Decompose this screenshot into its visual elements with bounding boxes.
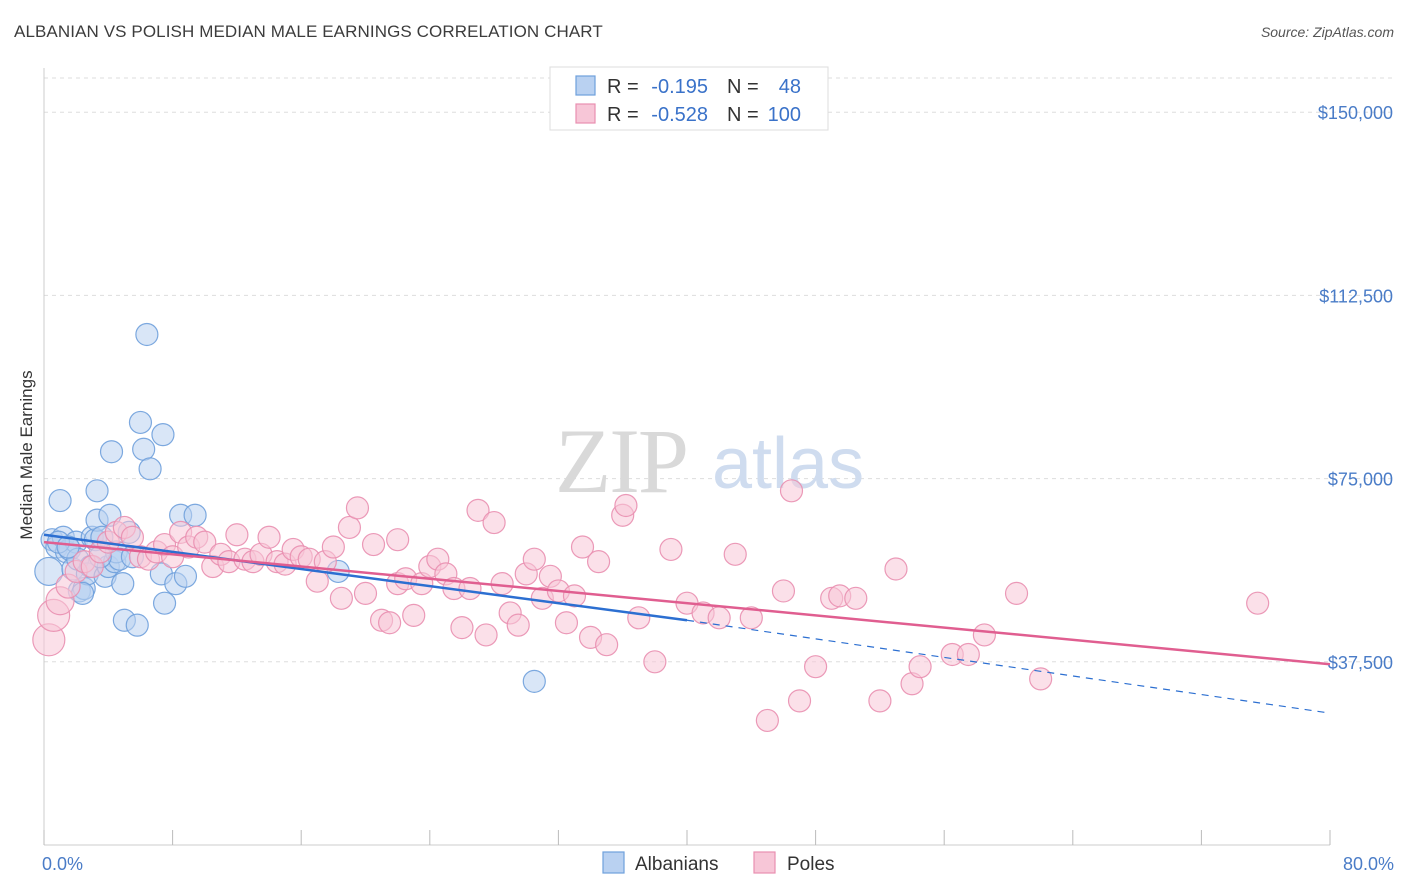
poles-point [474, 623, 498, 647]
albanians-point [99, 440, 124, 464]
albanians-point [135, 322, 159, 347]
source-label: Source: ZipAtlas.com [1260, 24, 1394, 40]
albanians-swatch [575, 75, 596, 96]
poles-point [353, 581, 378, 606]
albanians-point [48, 488, 72, 513]
gridlines [44, 77, 1395, 663]
poles-point [321, 535, 345, 559]
albanians-point [132, 437, 156, 461]
poles-series [32, 479, 1270, 733]
poles-point [586, 550, 611, 574]
poles-point [1246, 591, 1270, 615]
poles-point [402, 603, 426, 627]
albanians-trend-extension [686, 619, 1331, 714]
albanians-point [173, 564, 198, 588]
poles-point [614, 493, 638, 518]
poles-point [739, 606, 763, 630]
poles-point [522, 547, 546, 571]
poles-swatch [575, 103, 596, 124]
poles-point [803, 655, 828, 679]
poles-point [305, 569, 329, 593]
poles-point [337, 515, 362, 540]
albanians-point [138, 457, 162, 481]
poles-point [1029, 667, 1053, 691]
albanians-point [151, 423, 175, 447]
poles-point [868, 689, 892, 713]
albanians-point [125, 613, 149, 637]
albanians-trend-line [43, 533, 688, 622]
y-tick-label: $150,000 [1318, 103, 1393, 123]
poles-point [627, 606, 651, 630]
legend-r-value: -0.195 [651, 76, 708, 98]
y-tick-label: $37,500 [1328, 653, 1393, 673]
legend-r-value: -0.528 [651, 104, 708, 126]
poles-point [659, 537, 683, 562]
poles-point [361, 532, 386, 557]
albanians-point [128, 410, 153, 435]
albanians-point [85, 479, 109, 503]
poles-point [643, 650, 667, 674]
legend-n-label: N = [727, 104, 759, 126]
albanians-legend-label: Albanians [635, 854, 718, 875]
poles-point [972, 623, 996, 647]
poles-point [908, 655, 932, 679]
poles-point [466, 498, 490, 522]
poles-point [1004, 581, 1029, 606]
poles-point [329, 586, 353, 610]
poles-point [554, 611, 579, 635]
albanians-point [152, 591, 177, 615]
poles-point [844, 586, 868, 610]
x-tick-label: 80.0% [1343, 854, 1394, 874]
legend-box [549, 66, 829, 131]
poles-point [225, 523, 249, 547]
poles-point [257, 525, 281, 549]
albanians-point [56, 535, 80, 559]
poles-point [562, 584, 587, 608]
poles-point [570, 535, 595, 559]
poles-point [386, 528, 410, 552]
poles-point [120, 525, 145, 549]
legend-n-value: 100 [768, 104, 801, 126]
poles-trend-line [43, 540, 1331, 666]
poles-point [771, 579, 796, 603]
poles-point [884, 557, 908, 581]
legend-r-label: R = [607, 104, 639, 126]
x-tick-label: 0.0% [42, 854, 83, 874]
poles-point [779, 479, 804, 503]
y-tick-label: $112,500 [1319, 286, 1393, 306]
legend-n-label: N = [727, 76, 759, 98]
poles-point [345, 496, 370, 520]
poles-point [378, 611, 402, 635]
watermark: ZIP atlas [555, 410, 864, 512]
albanians-legend-swatch [602, 851, 625, 874]
legend: R = -0.195 N = 48 R = -0.528 N = 100 [549, 66, 829, 131]
poles-point [450, 616, 474, 640]
y-axis-title: Median Male Earnings [17, 370, 36, 539]
poles-point [755, 708, 779, 733]
legend-n-value: 48 [779, 76, 801, 98]
axes [43, 68, 1331, 846]
tick-labels: $37,500 $75,000 $112,500 $150,000 0.0% 80.0% M… [17, 103, 1394, 874]
y-tick-label: $75,000 [1328, 470, 1393, 490]
albanians-point [522, 669, 546, 693]
legend-r-label: R = [607, 76, 639, 98]
trend-lines [43, 533, 1331, 714]
poles-point [723, 542, 747, 566]
poles-legend-label: Poles [787, 854, 835, 875]
bottom-legend: Albanians Poles [602, 851, 835, 875]
albanians-point [111, 572, 135, 596]
poles-point [506, 613, 530, 637]
poles-point [482, 510, 506, 535]
chart-title: ALBANIAN VS POLISH MEDIAN MALE EARNINGS … [14, 22, 603, 41]
poles-point [595, 633, 619, 657]
poles-legend-swatch [753, 851, 776, 874]
poles-point [787, 689, 812, 713]
poles-point [193, 530, 217, 554]
